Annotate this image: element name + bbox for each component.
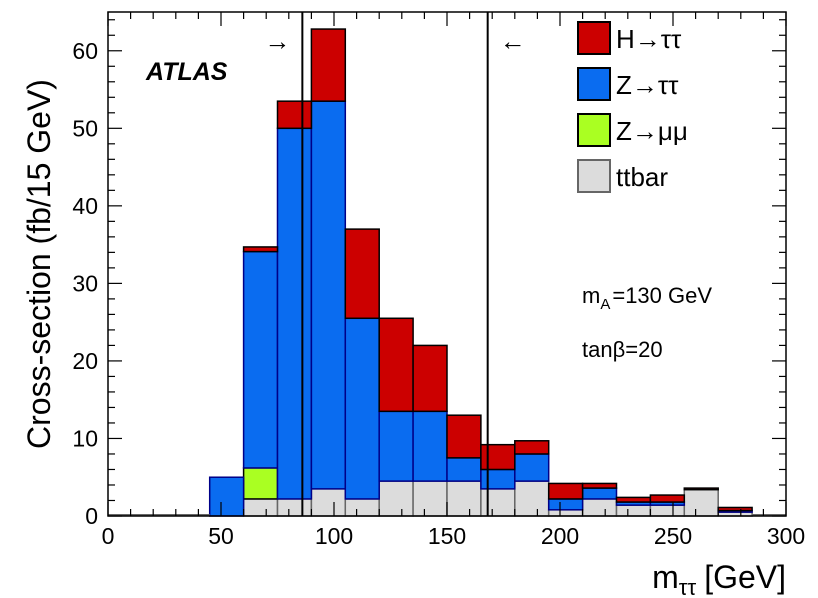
bar-ttbar-bin-10	[446, 480, 482, 517]
bar-ttbar-bin-11	[480, 488, 516, 517]
bar-h-to--bin-16	[649, 494, 686, 503]
cut-arrow-1: ←	[500, 26, 526, 56]
bar-ttbar-bin-12	[514, 480, 550, 517]
bar-ttbar-bin-6	[310, 488, 347, 517]
tanbeta-annotation: tanβ=20	[582, 337, 663, 362]
bar-h-to--bin-17	[683, 487, 719, 491]
x-tick-label-0: 0	[102, 523, 115, 549]
bar-z-to--bin-13	[547, 498, 584, 511]
bar-z-to--bin-10	[446, 457, 482, 482]
bar-ttbar-bin-9	[412, 480, 448, 517]
mass-annotation-value: =130 GeV	[612, 283, 712, 308]
bar-h-to--bin-14	[581, 482, 618, 489]
bar-z-to--bin-9	[412, 410, 448, 482]
bar-h-to--bin-9	[412, 344, 448, 413]
bar-h-to--bin-5	[276, 100, 313, 130]
bar-z-to--bin-4	[242, 250, 279, 469]
bar-ttbar-bin-4	[242, 498, 279, 517]
mass-annotation: mA=130 GeV	[582, 283, 712, 313]
y-axis-title: Cross-section (fb/15 GeV)	[21, 79, 57, 449]
legend-label-h-to-: H→ττ	[616, 24, 682, 54]
y-tick-label-20: 20	[72, 348, 98, 374]
bar-ttbar-bin-15	[615, 504, 652, 517]
bar-h-to--bin-11	[480, 443, 516, 471]
y-tick-label-30: 30	[72, 270, 98, 296]
x-axis-title-sub: ττ	[679, 575, 697, 598]
y-tick-label-50: 50	[72, 115, 98, 141]
legend-swatch-z-to-	[577, 113, 611, 147]
x-tick-label-200: 200	[541, 523, 579, 549]
bar-ttbar-bin-14	[581, 498, 618, 517]
y-tick-label-40: 40	[72, 193, 98, 219]
bar-z-to--bin-4	[242, 467, 279, 500]
x-tick-label-150: 150	[428, 523, 466, 549]
bar-h-to--bin-15	[615, 496, 652, 503]
x-axis-title-base: m	[652, 559, 679, 595]
bar-z-to--bin-8	[378, 410, 414, 482]
bar-z-to--bin-12	[514, 453, 550, 482]
x-tick-label-300: 300	[767, 523, 805, 549]
x-axis-title-unit: [GeV]	[704, 559, 786, 595]
atlas-label: ATLAS	[145, 58, 228, 86]
x-tick-label-100: 100	[315, 523, 353, 549]
legend-label-z-to-: Z→ττ	[616, 70, 679, 100]
legend-label-ttbar: ttbar	[616, 162, 668, 192]
mass-annotation-sub: A	[600, 296, 610, 313]
bar-z-to--bin-14	[581, 487, 618, 500]
histogram-bars	[108, 28, 786, 517]
x-tick-label-250: 250	[654, 523, 692, 549]
x-tick-label-50: 50	[208, 523, 234, 549]
bar-ttbar-bin-16	[649, 504, 686, 517]
bar-ttbar-bin-8	[378, 480, 414, 517]
bar-z-to--bin-7	[344, 317, 380, 500]
bar-h-to--bin-18	[717, 506, 753, 512]
bar-h-to--bin-13	[547, 482, 584, 500]
bar-z-to--bin-3	[208, 476, 245, 517]
y-tick-label-0: 0	[85, 503, 98, 529]
bar-ttbar-bin-5	[276, 498, 313, 517]
bar-ttbar-bin-7	[344, 498, 380, 517]
y-tick-label-60: 60	[72, 38, 98, 64]
bar-z-to--bin-5	[276, 127, 313, 500]
cut-lines: → ←	[264, 12, 526, 516]
bar-z-to--bin-6	[310, 100, 347, 490]
bar-ttbar-bin-13	[547, 509, 584, 517]
tick-labels: 0 50 100 150 200 250 300 0 10 20 30 40 50 60	[72, 38, 805, 549]
legend-swatch-ttbar	[577, 159, 611, 193]
bar-h-to--bin-12	[514, 440, 550, 455]
bar-h-to--bin-8	[378, 317, 414, 413]
bar-h-to--bin-10	[446, 414, 482, 459]
y-tick-label-10: 10	[72, 425, 98, 451]
mass-annotation-base: m	[582, 283, 600, 308]
legend-swatch-z-to-	[577, 67, 611, 101]
legend: H→ττ Z→ττ Z→μμ ttbar	[577, 21, 688, 193]
legend-label-z-to-: Z→μμ	[616, 116, 688, 146]
bar-h-to--bin-4	[242, 246, 279, 253]
bar-h-to--bin-6	[310, 28, 347, 102]
bar-h-to--bin-7	[344, 228, 380, 320]
legend-swatch-h-to-	[577, 21, 611, 55]
cut-arrow-0: →	[264, 26, 290, 56]
axis-ticks	[107, 12, 787, 517]
bar-z-to--bin-11	[480, 468, 516, 490]
x-axis-title: mττ [GeV]	[652, 559, 786, 598]
bar-ttbar-bin-17	[683, 488, 719, 517]
